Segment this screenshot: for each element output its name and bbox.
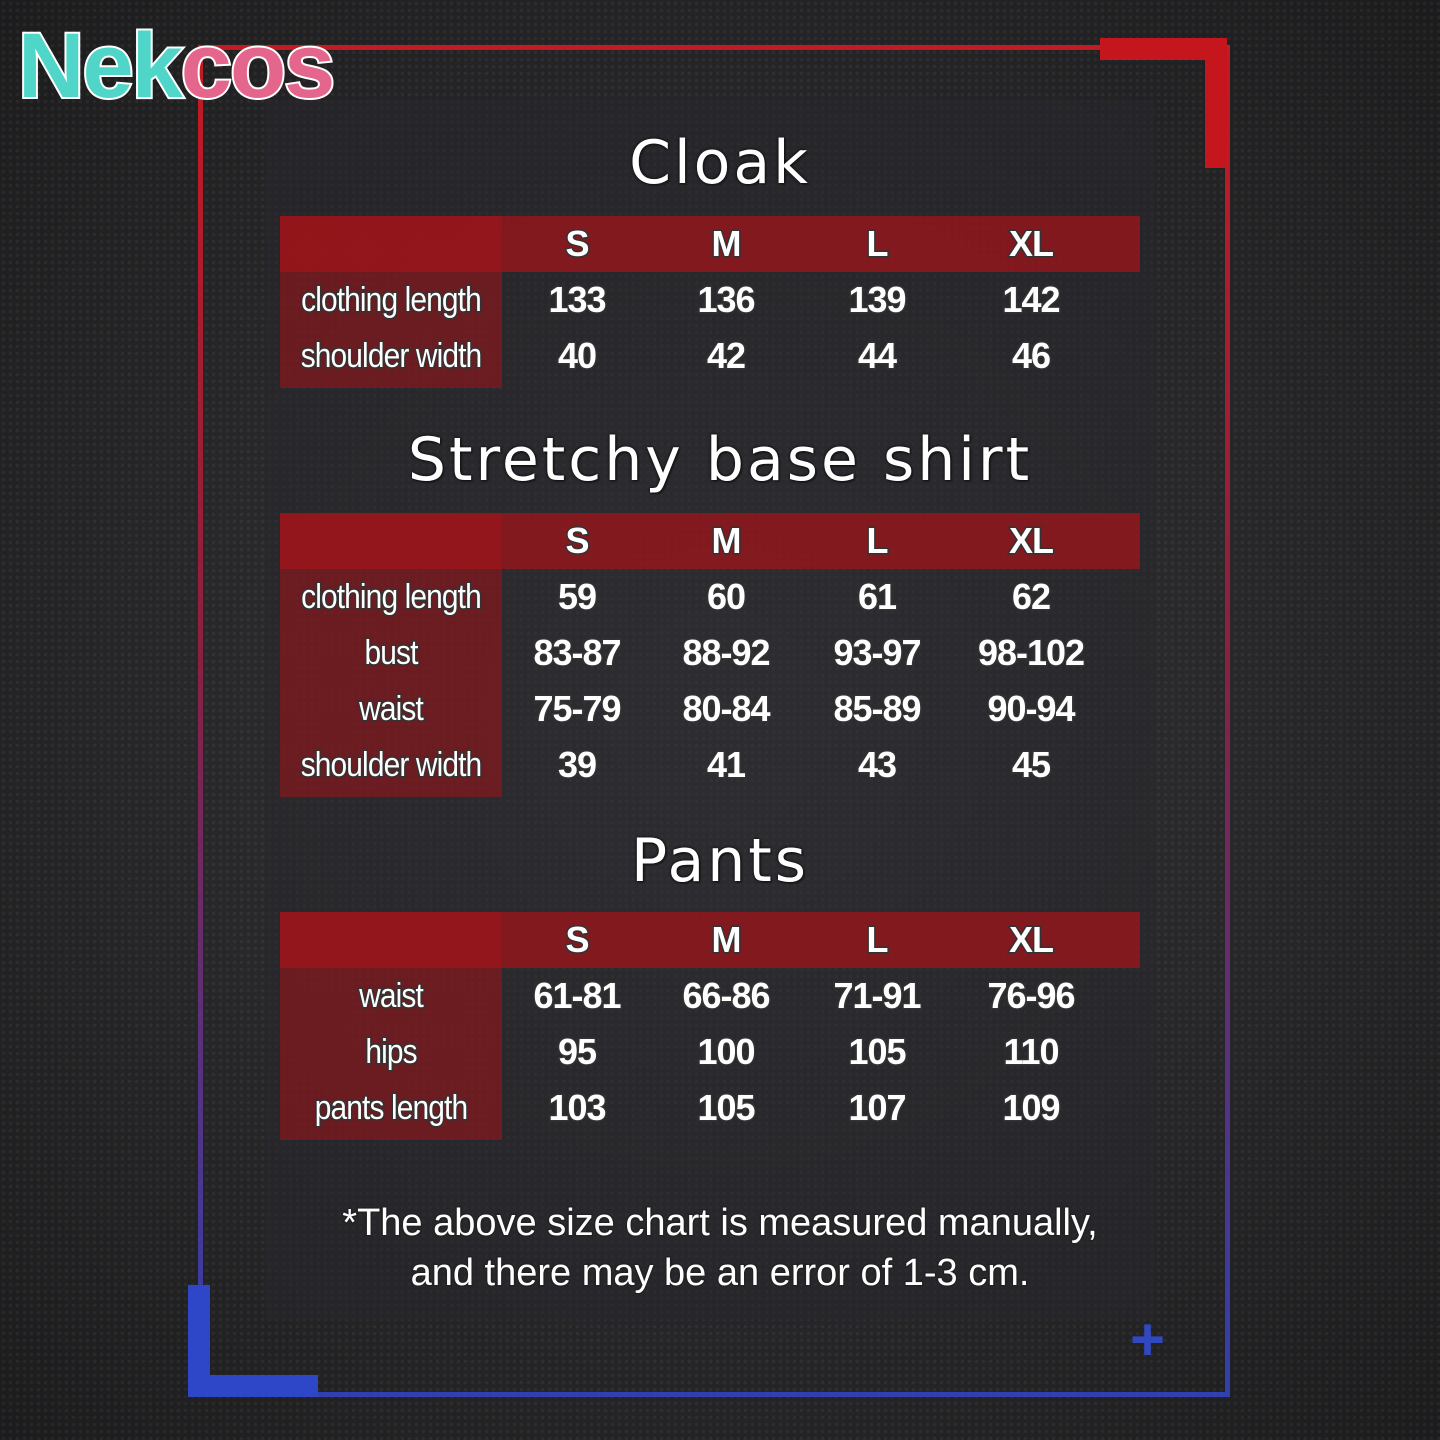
frame-corner [1205, 38, 1227, 168]
row-label: shoulder width [299, 745, 483, 786]
section-title: Cloak [629, 128, 811, 198]
size-header: XL [1007, 519, 1055, 563]
footnote-line-2: and there may be an error of 1-3 cm. [409, 1251, 1031, 1296]
table-cell: 61-81 [532, 974, 623, 1018]
row-label: bust [363, 633, 420, 674]
table-cell: 136 [696, 278, 757, 322]
table-cell: 93-97 [832, 631, 923, 675]
table-cell: 88-92 [681, 631, 772, 675]
table-cell: 76-96 [986, 974, 1077, 1018]
table-cell: 43 [856, 743, 898, 787]
size-header: M [710, 918, 743, 962]
table-cell: 110 [1002, 1030, 1061, 1074]
table-cell: 60 [705, 575, 747, 619]
table-cell: 133 [547, 278, 608, 322]
size-table: S M L XL clothing length 133 136 139 142 shoulder… [280, 216, 1140, 388]
size-header: S [564, 519, 591, 563]
footnote-line-1: *The above size chart is measured manual… [341, 1201, 1099, 1246]
table-cell: 44 [856, 334, 898, 378]
table-cell: 42 [705, 334, 747, 378]
table-cell: 90-94 [986, 687, 1077, 731]
table-cell: 100 [696, 1030, 757, 1074]
size-header: L [865, 222, 890, 266]
logo-text-pink: cos [179, 13, 338, 119]
size-table: S M L XL clothing length 59 60 61 62 bust 83-87 88-… [280, 513, 1140, 797]
table-cell: 45 [1010, 743, 1052, 787]
section-title: Pants [630, 826, 810, 896]
table-cell: 40 [556, 334, 598, 378]
row-label: hips [364, 1032, 419, 1073]
table-cell: 107 [847, 1086, 908, 1130]
size-header: L [865, 918, 890, 962]
frame-corner [188, 1285, 210, 1395]
size-header: M [710, 222, 743, 266]
header-row-bg [280, 216, 1140, 272]
table-cell: 75-79 [532, 687, 623, 731]
table-cell: 85-89 [832, 687, 923, 731]
table-cell: 109 [1001, 1086, 1062, 1130]
table-cell: 95 [556, 1030, 598, 1074]
row-label: clothing length [300, 577, 483, 618]
brand-logo: Nekcos [16, 13, 338, 119]
size-header: XL [1007, 918, 1055, 962]
table-cell: 98-102 [976, 631, 1086, 675]
row-label: clothing length [300, 280, 483, 321]
row-label: shoulder width [299, 336, 483, 377]
table-cell: 61 [856, 575, 898, 619]
table-cell: 39 [556, 743, 598, 787]
table-cell: 71-91 [832, 974, 923, 1018]
table-cell: 80-84 [681, 687, 772, 731]
table-cell: 62 [1010, 575, 1052, 619]
table-cell: 142 [1001, 278, 1062, 322]
table-cell: 41 [705, 743, 747, 787]
header-row-bg [280, 912, 1140, 968]
size-header: L [865, 519, 890, 563]
size-table: S M L XL waist 61-81 66-86 71-91 76-96 hips 95 100 1… [280, 912, 1140, 1140]
table-cell: 105 [847, 1030, 908, 1074]
table-cell: 103 [547, 1086, 608, 1130]
section-title: Stretchy base shirt [407, 425, 1033, 495]
size-header: M [710, 519, 743, 563]
row-label: pants length [313, 1088, 469, 1129]
size-header: S [564, 918, 591, 962]
table-cell: 139 [847, 278, 908, 322]
plus-icon: + [1130, 1306, 1166, 1373]
table-cell: 83-87 [532, 631, 623, 675]
row-label: waist [358, 689, 425, 730]
logo-text-teal: Nek [16, 13, 185, 119]
table-cell: 105 [696, 1086, 757, 1130]
header-row-bg [280, 513, 1140, 569]
frame-corner [1100, 38, 1227, 60]
table-cell: 66-86 [681, 974, 772, 1018]
table-cell: 59 [556, 575, 598, 619]
row-label: waist [358, 976, 425, 1017]
frame-corner [188, 1375, 318, 1397]
size-header: XL [1007, 222, 1055, 266]
size-header: S [564, 222, 591, 266]
table-cell: 46 [1010, 334, 1052, 378]
